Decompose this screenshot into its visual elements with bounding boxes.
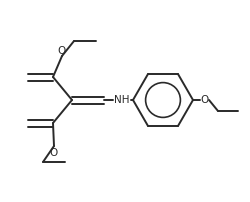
Text: O: O [50, 147, 58, 157]
Text: O: O [200, 95, 208, 104]
Text: NH: NH [114, 95, 129, 104]
Text: O: O [58, 46, 66, 56]
